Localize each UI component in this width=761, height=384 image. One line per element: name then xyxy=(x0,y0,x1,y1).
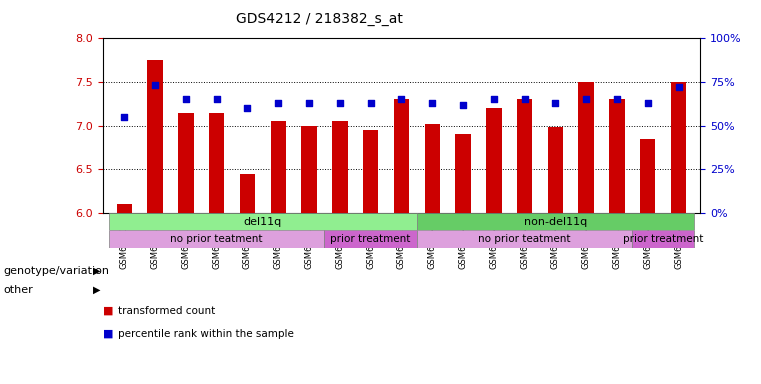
Text: ■: ■ xyxy=(103,329,113,339)
Bar xyxy=(332,121,348,213)
Text: prior treatment: prior treatment xyxy=(330,234,411,244)
Bar xyxy=(178,113,193,213)
Text: no prior teatment: no prior teatment xyxy=(170,234,263,244)
Text: del11q: del11q xyxy=(244,217,282,227)
Point xyxy=(149,83,161,89)
Text: transformed count: transformed count xyxy=(118,306,215,316)
Point xyxy=(518,96,530,103)
Point xyxy=(549,100,562,106)
Bar xyxy=(610,99,625,213)
Bar xyxy=(455,134,471,213)
Bar xyxy=(116,204,132,213)
Bar xyxy=(632,230,694,248)
Point xyxy=(334,100,346,106)
Point xyxy=(642,100,654,106)
Point xyxy=(118,114,130,120)
Text: genotype/variation: genotype/variation xyxy=(4,266,110,276)
Point xyxy=(303,100,315,106)
Text: no prior teatment: no prior teatment xyxy=(479,234,571,244)
Point xyxy=(611,96,623,103)
Point xyxy=(365,100,377,106)
Bar xyxy=(109,213,417,230)
Point xyxy=(580,96,592,103)
Text: percentile rank within the sample: percentile rank within the sample xyxy=(118,329,294,339)
Bar xyxy=(240,174,255,213)
Text: ▶: ▶ xyxy=(93,266,100,276)
Bar xyxy=(417,230,632,248)
Bar xyxy=(486,108,501,213)
Point xyxy=(272,100,285,106)
Bar xyxy=(671,82,686,213)
Point xyxy=(211,96,223,103)
Point xyxy=(488,96,500,103)
Bar xyxy=(425,124,440,213)
Text: GDS4212 / 218382_s_at: GDS4212 / 218382_s_at xyxy=(236,12,403,25)
Point xyxy=(673,84,685,90)
Bar xyxy=(324,230,417,248)
Bar xyxy=(640,139,655,213)
Bar xyxy=(393,99,409,213)
Point xyxy=(426,100,438,106)
Bar xyxy=(363,130,378,213)
Point xyxy=(457,102,469,108)
Point xyxy=(180,96,192,103)
Point xyxy=(241,105,253,111)
Text: non-del11q: non-del11q xyxy=(524,217,587,227)
Point xyxy=(396,96,408,103)
Bar xyxy=(548,127,563,213)
Text: ▶: ▶ xyxy=(93,285,100,295)
Bar xyxy=(109,230,324,248)
Text: other: other xyxy=(4,285,33,295)
Text: prior treatment: prior treatment xyxy=(623,234,703,244)
Bar xyxy=(271,121,286,213)
Text: ■: ■ xyxy=(103,306,113,316)
Bar xyxy=(301,126,317,213)
Bar xyxy=(417,213,694,230)
Bar xyxy=(209,113,224,213)
Bar xyxy=(517,99,532,213)
Bar xyxy=(578,82,594,213)
Bar xyxy=(148,60,163,213)
